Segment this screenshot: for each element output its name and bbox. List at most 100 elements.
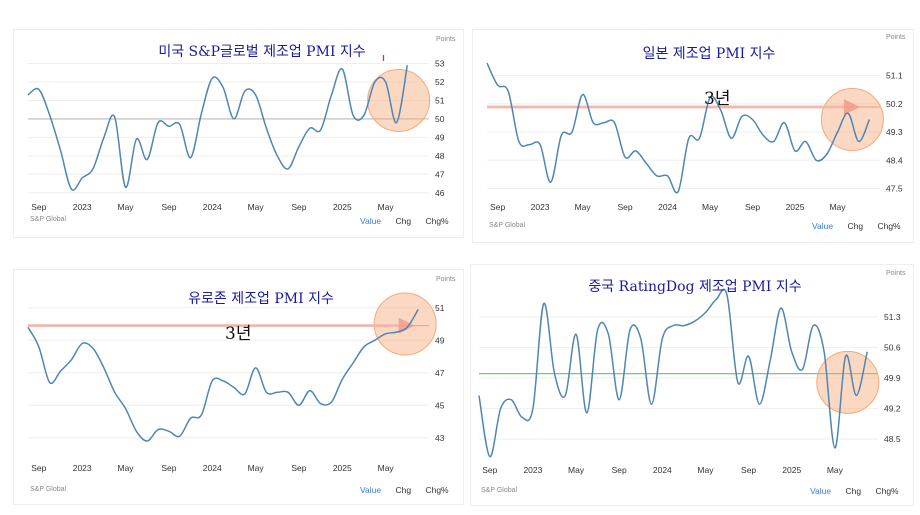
data-point <box>740 114 744 118</box>
toggle-buttons-japan: Value Chg Chg% <box>800 221 901 231</box>
data-point <box>59 148 63 152</box>
data-point <box>232 385 236 389</box>
data-point <box>232 117 236 121</box>
value-button[interactable]: Value <box>812 221 834 231</box>
source-label-china: S&P Global <box>481 487 518 494</box>
y-tick-label: 51.1 <box>886 71 903 81</box>
x-tick-label: 2025 <box>782 465 801 475</box>
data-point <box>477 393 481 397</box>
points-label-china: Points <box>886 270 906 277</box>
data-point <box>634 149 638 153</box>
data-point <box>362 113 366 117</box>
data-point <box>772 139 776 143</box>
y-tick-label: 50.6 <box>884 342 901 352</box>
y-tick-label: 51.3 <box>884 312 901 322</box>
y-tick-label: 47 <box>435 169 445 179</box>
data-point <box>591 121 595 125</box>
data-point <box>59 369 63 373</box>
x-tick-label: 2025 <box>333 202 352 212</box>
x-tick-label: Sep <box>741 465 756 475</box>
x-tick-label: May <box>568 465 585 475</box>
data-point <box>639 337 643 341</box>
data-point <box>221 379 225 383</box>
data-point <box>703 310 707 314</box>
value-button[interactable]: Value <box>360 485 382 495</box>
data-point <box>814 158 818 162</box>
y-tick-label: 43 <box>435 433 445 443</box>
data-point <box>286 390 290 394</box>
data-point <box>793 149 797 153</box>
data-point <box>243 89 247 93</box>
data-point <box>825 152 829 156</box>
data-point <box>319 128 323 132</box>
data-point <box>833 446 837 450</box>
value-button[interactable]: Value <box>810 486 832 496</box>
arrow-head <box>843 99 860 115</box>
chart-title-eurozone: 유로존 제조업 PMI 지수 <box>188 291 334 307</box>
data-point <box>506 89 510 93</box>
x-tick-label: 2024 <box>203 202 222 212</box>
x-tick-label: May <box>248 202 265 212</box>
y-tick-label: 49.9 <box>884 373 901 383</box>
data-point <box>91 167 95 171</box>
data-point <box>221 86 225 90</box>
chg-pct-button[interactable]: Chg% <box>425 485 449 495</box>
data-point <box>297 145 301 149</box>
points-label-us: Points <box>436 36 456 43</box>
series-line <box>486 62 871 194</box>
data-point <box>570 130 574 134</box>
data-point <box>687 136 691 140</box>
chart-panel-us: 46 47 48 49 50 51 52 53 Sep 2023 May Sep 2024 May Sep 2… <box>14 30 463 237</box>
data-point <box>286 167 290 171</box>
arrow-shaft <box>487 105 844 109</box>
data-point <box>761 133 765 137</box>
y-tick-label: 49 <box>435 132 445 142</box>
data-point <box>822 350 826 354</box>
chg-pct-button[interactable]: Chg% <box>425 216 449 226</box>
data-point <box>559 133 563 137</box>
data-point <box>113 115 117 119</box>
x-tick-label: May <box>702 202 719 212</box>
chg-pct-button[interactable]: Chg% <box>875 486 899 496</box>
chart-note-eurozone: 3년 <box>225 324 252 344</box>
y-tick-label: 48.5 <box>884 434 901 444</box>
data-point <box>865 350 869 354</box>
x-tick-label: 2024 <box>203 463 222 473</box>
chart-svg-us: 46 47 48 49 50 51 52 53 Sep 2023 May Sep 2024 May Sep 2… <box>27 55 445 212</box>
data-point <box>729 136 733 140</box>
chg-button[interactable]: Chg <box>395 216 412 226</box>
data-point <box>660 337 664 341</box>
chg-button[interactable]: Chg <box>845 486 862 496</box>
data-point <box>682 324 686 328</box>
x-tick-label: Sep <box>490 202 505 212</box>
data-point <box>329 400 333 404</box>
data-point <box>156 428 160 432</box>
data-point <box>48 113 52 117</box>
data-point <box>520 415 524 419</box>
chg-pct-button[interactable]: Chg% <box>877 221 901 231</box>
highlight-circle <box>820 88 884 152</box>
points-label-japan: Points <box>886 34 906 41</box>
data-point <box>102 135 106 139</box>
chg-button[interactable]: Chg <box>847 221 864 231</box>
data-point <box>80 342 84 346</box>
data-point <box>844 354 848 358</box>
data-point <box>801 367 805 371</box>
chg-button[interactable]: Chg <box>395 485 412 495</box>
data-point <box>644 161 648 165</box>
data-point <box>362 345 366 349</box>
data-point <box>602 121 606 125</box>
y-tick-label: 52 <box>435 77 445 87</box>
chart-svg-japan: 47.5 48.4 49.3 50.2 51.1 Sep 2023 May Sep 2024 May… <box>486 62 903 212</box>
data-point <box>499 407 503 411</box>
y-tick-label: 53 <box>435 59 445 69</box>
x-tick-label: 2023 <box>531 202 550 212</box>
data-point <box>254 93 258 97</box>
data-point <box>210 379 214 383</box>
data-point <box>210 76 214 80</box>
value-button[interactable]: Value <box>360 216 382 226</box>
data-point <box>275 390 279 394</box>
data-point <box>275 154 279 158</box>
data-point <box>199 111 203 115</box>
data-point <box>308 389 312 393</box>
